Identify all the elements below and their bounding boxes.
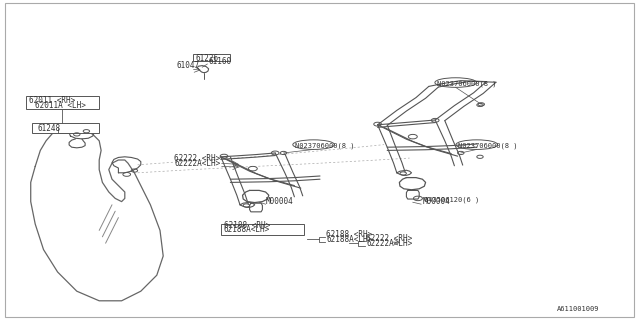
Text: 61226: 61226 <box>195 54 218 63</box>
Text: 043506120(6 ): 043506120(6 ) <box>424 196 479 203</box>
Text: 62222 <RH>: 62222 <RH> <box>366 234 412 243</box>
Text: 62222A<LH>: 62222A<LH> <box>174 159 220 168</box>
Text: M00004: M00004 <box>422 197 450 206</box>
Text: 62188A<LH>: 62188A<LH> <box>326 235 372 244</box>
Text: N023706000(8 ): N023706000(8 ) <box>458 143 518 149</box>
Text: N023706000(8 ): N023706000(8 ) <box>437 81 497 87</box>
Text: A611001009: A611001009 <box>557 306 599 312</box>
Bar <box>32 123 99 133</box>
Text: 61248: 61248 <box>37 124 60 133</box>
Text: 61160: 61160 <box>209 57 232 66</box>
Text: 62011 <RH>: 62011 <RH> <box>29 96 75 105</box>
Bar <box>193 54 230 61</box>
Text: 62188 <RH>: 62188 <RH> <box>326 230 372 239</box>
Text: M00004: M00004 <box>266 197 293 206</box>
Text: 62222A<LH>: 62222A<LH> <box>366 239 412 248</box>
Text: 62222 <RH>: 62222 <RH> <box>174 154 220 163</box>
Text: 62188A<LH>: 62188A<LH> <box>224 225 270 234</box>
Bar <box>26 96 99 109</box>
Text: N023706000(8 ): N023706000(8 ) <box>295 143 355 149</box>
Text: 61047: 61047 <box>177 61 200 70</box>
Bar <box>221 224 304 235</box>
Text: 62188 <RH>: 62188 <RH> <box>224 221 270 230</box>
Text: 62011A <LH>: 62011A <LH> <box>35 101 86 110</box>
